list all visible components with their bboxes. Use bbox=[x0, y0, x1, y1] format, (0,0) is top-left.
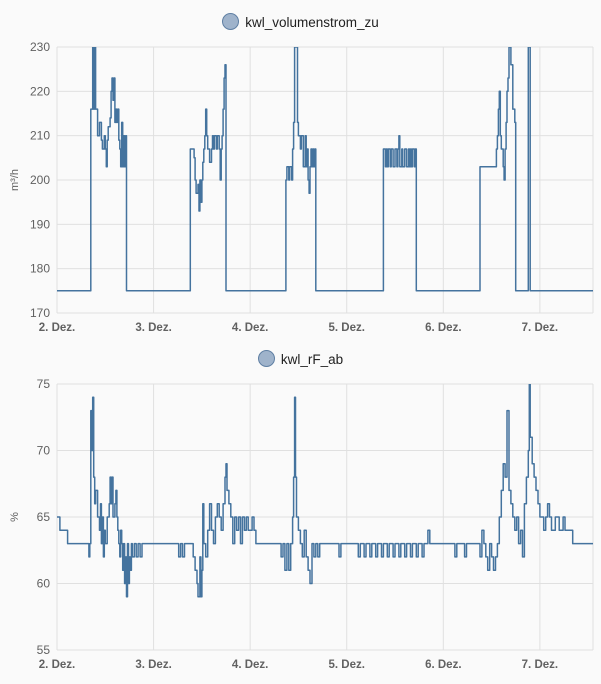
x-tick-label: 3. Dez. bbox=[135, 659, 171, 671]
y-tick-label: 60 bbox=[37, 577, 51, 591]
x-tick-label: 4. Dez. bbox=[232, 659, 268, 671]
line-chart-volumenstrom[interactable]: 230 220 210 200 190 180 170 2. Dez. 3. Dez. 4. De… bbox=[0, 0, 601, 340]
y-tick-label: 75 bbox=[37, 377, 51, 391]
series-line-kwl_rF_ab[interactable] bbox=[57, 384, 593, 598]
legend-top[interactable]: kwl_volumenstrom_zu bbox=[0, 13, 601, 32]
y-tick-label: 65 bbox=[37, 510, 51, 524]
grid bbox=[56, 46, 594, 314]
legend-label: kwl_rF_ab bbox=[280, 352, 344, 367]
x-tick-label: 6. Dez. bbox=[425, 659, 461, 671]
legend-label: kwl_volumenstrom_zu bbox=[245, 15, 379, 30]
x-tick-label: 2. Dez. bbox=[39, 659, 75, 671]
y-axis-label: % bbox=[9, 512, 21, 522]
legend-swatch-icon bbox=[257, 350, 275, 367]
y-axis-label: m³/h bbox=[9, 169, 21, 191]
x-tick-label: 5. Dez. bbox=[329, 659, 365, 671]
grid bbox=[56, 383, 594, 651]
y-tick-label: 210 bbox=[30, 129, 50, 143]
y-tick-label: 190 bbox=[30, 217, 50, 231]
line-chart-rf-ab[interactable]: 75 70 65 60 55 2. Dez. 3. Dez. 4. Dez. 5. Dez. 6.… bbox=[0, 337, 601, 677]
y-tick-label: 70 bbox=[37, 444, 51, 458]
y-tick-label: 230 bbox=[30, 40, 50, 54]
x-tick-label: 3. Dez. bbox=[135, 322, 171, 334]
series-line-kwl_volumenstrom_zu[interactable] bbox=[57, 47, 593, 292]
y-tick-label: 200 bbox=[30, 173, 50, 187]
x-tick-label: 6. Dez. bbox=[425, 322, 461, 334]
y-tick-label: 220 bbox=[30, 84, 50, 98]
legend-bottom[interactable]: kwl_rF_ab bbox=[0, 350, 601, 369]
x-tick-label: 5. Dez. bbox=[329, 322, 365, 334]
x-tick-label: 7. Dez. bbox=[522, 659, 558, 671]
y-tick-label: 170 bbox=[30, 306, 50, 320]
y-tick-label: 55 bbox=[37, 643, 51, 657]
legend-swatch-icon bbox=[222, 13, 240, 30]
x-tick-label: 2. Dez. bbox=[39, 322, 75, 334]
x-tick-label: 7. Dez. bbox=[522, 322, 558, 334]
x-tick-label: 4. Dez. bbox=[232, 322, 268, 334]
y-tick-label: 180 bbox=[30, 262, 50, 276]
